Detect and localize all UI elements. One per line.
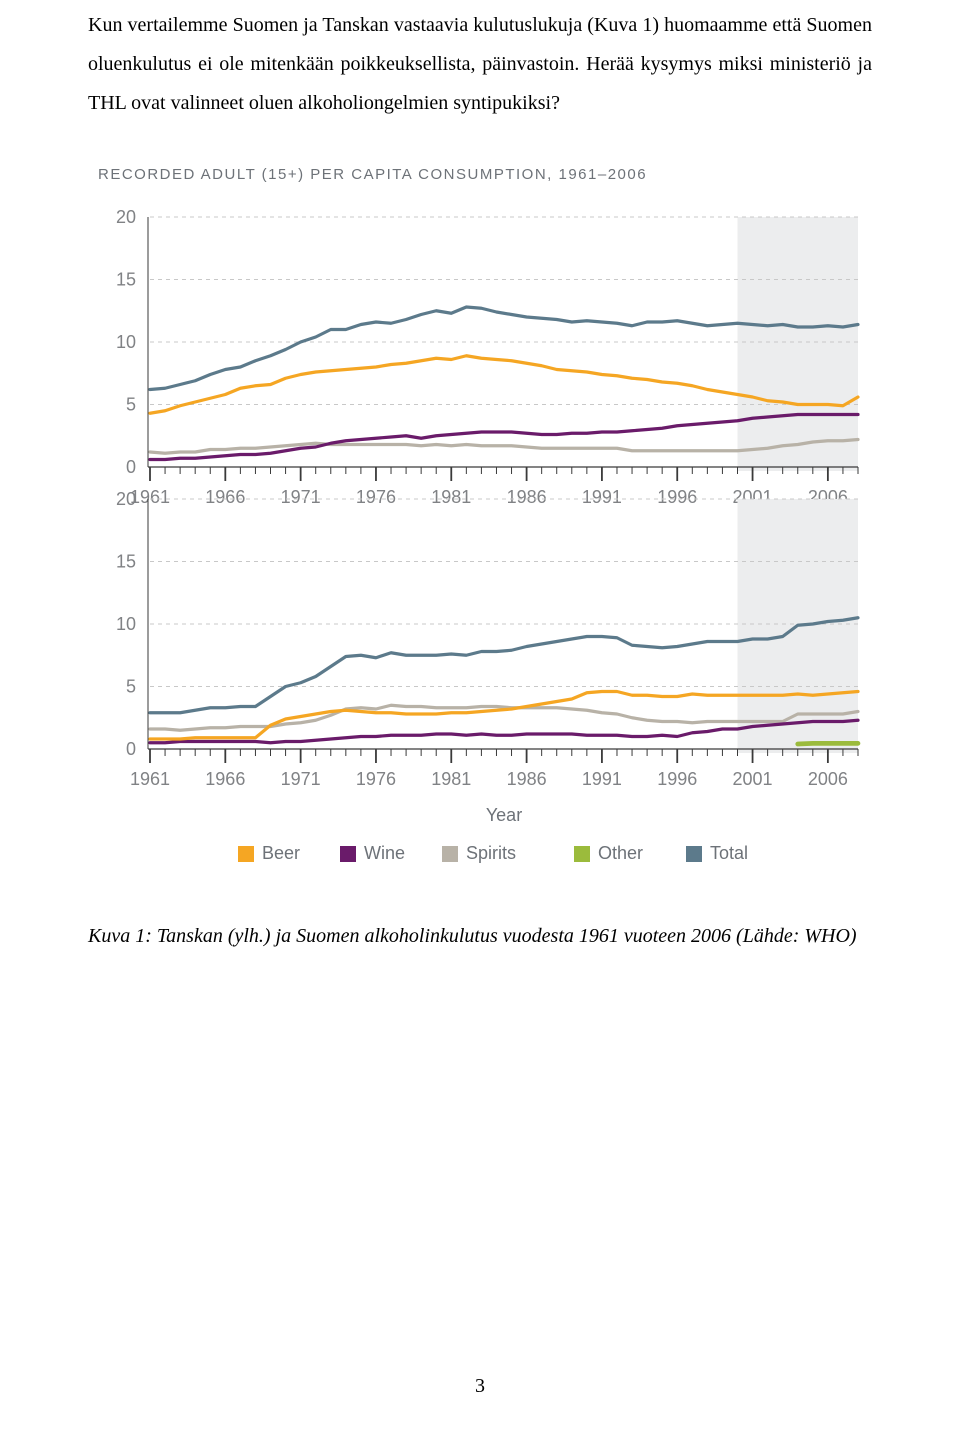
- svg-text:1966: 1966: [205, 487, 245, 507]
- svg-text:1986: 1986: [507, 487, 547, 507]
- legend-swatch-wine: [340, 846, 356, 862]
- svg-text:5: 5: [126, 395, 136, 415]
- figure-1: RECORDED ADULT (15+) PER CAPITA CONSUMPT…: [88, 157, 872, 879]
- page-number: 3: [0, 1375, 960, 1398]
- svg-text:1961: 1961: [130, 769, 170, 789]
- svg-text:1986: 1986: [507, 769, 547, 789]
- svg-text:1971: 1971: [281, 769, 321, 789]
- figure-caption: Kuva 1: Tanskan (ylh.) ja Suomen alkohol…: [88, 925, 872, 948]
- legend-swatch-spirits: [442, 846, 458, 862]
- svg-text:5: 5: [126, 677, 136, 697]
- legend-swatch-beer: [238, 846, 254, 862]
- series-other: [798, 743, 858, 744]
- svg-text:1971: 1971: [281, 487, 321, 507]
- body-paragraph: Kun vertailemme Suomen ja Tanskan vastaa…: [88, 6, 872, 123]
- svg-text:15: 15: [116, 270, 136, 290]
- svg-text:1981: 1981: [431, 769, 471, 789]
- legend-label-total: Total: [710, 843, 748, 863]
- svg-text:2006: 2006: [808, 769, 848, 789]
- svg-text:1976: 1976: [356, 769, 396, 789]
- svg-text:1981: 1981: [431, 487, 471, 507]
- svg-text:10: 10: [116, 332, 136, 352]
- svg-text:1966: 1966: [205, 769, 245, 789]
- svg-text:10: 10: [116, 614, 136, 634]
- legend-swatch-total: [686, 846, 702, 862]
- legend-label-wine: Wine: [364, 843, 405, 863]
- legend-label-spirits: Spirits: [466, 843, 516, 863]
- svg-text:20: 20: [116, 489, 136, 509]
- x-axis-title: Year: [486, 805, 522, 825]
- svg-text:1996: 1996: [657, 769, 697, 789]
- consumption-chart-svg: RECORDED ADULT (15+) PER CAPITA CONSUMPT…: [88, 157, 872, 879]
- svg-text:1976: 1976: [356, 487, 396, 507]
- svg-text:1996: 1996: [657, 487, 697, 507]
- svg-text:15: 15: [116, 552, 136, 572]
- svg-text:20: 20: [116, 207, 136, 227]
- chart-title: RECORDED ADULT (15+) PER CAPITA CONSUMPT…: [98, 166, 647, 183]
- svg-text:1991: 1991: [582, 487, 622, 507]
- svg-text:0: 0: [126, 739, 136, 759]
- legend-swatch-other: [574, 846, 590, 862]
- svg-text:2001: 2001: [733, 769, 773, 789]
- legend-label-beer: Beer: [262, 843, 300, 863]
- svg-text:0: 0: [126, 457, 136, 477]
- legend-label-other: Other: [598, 843, 643, 863]
- svg-text:1991: 1991: [582, 769, 622, 789]
